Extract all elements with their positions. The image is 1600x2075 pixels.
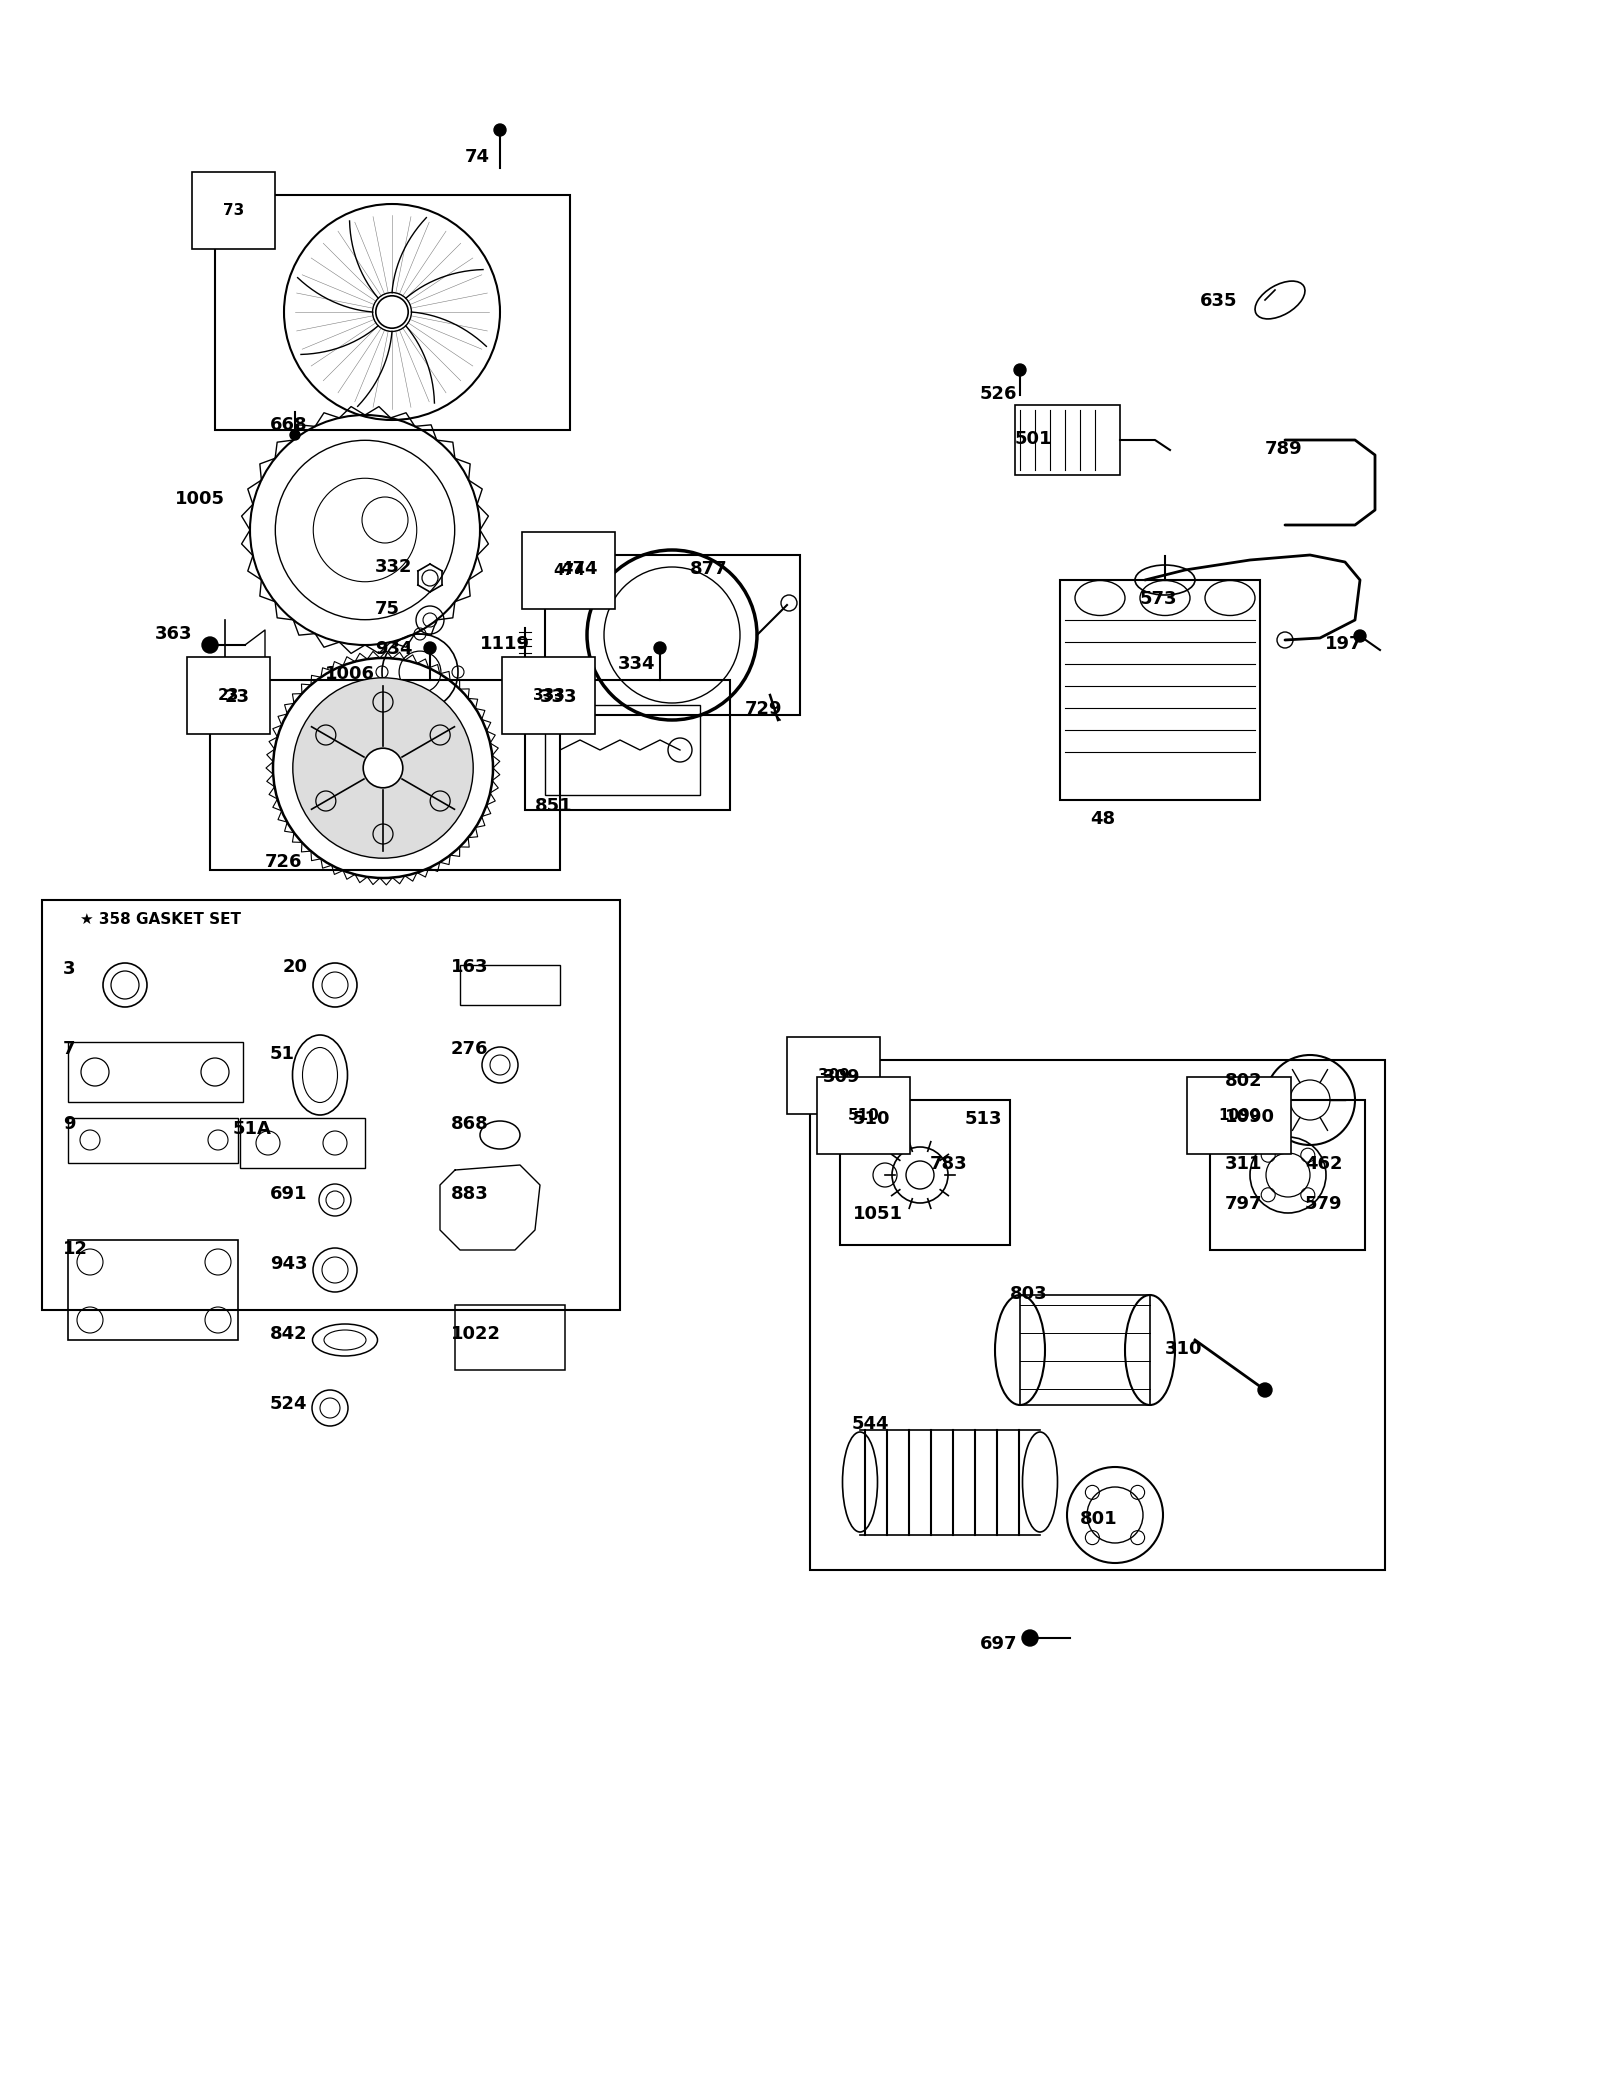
- Text: 51A: 51A: [234, 1120, 272, 1137]
- Text: 842: 842: [270, 1326, 307, 1343]
- Bar: [840, 1100, 1010, 1245]
- Bar: [546, 554, 800, 716]
- Text: 801: 801: [1080, 1511, 1118, 1527]
- Text: ★ 358 GASKET SET: ★ 358 GASKET SET: [80, 913, 242, 928]
- Text: 1005: 1005: [174, 490, 226, 508]
- Text: 333: 333: [533, 689, 565, 703]
- Text: 1119: 1119: [480, 635, 530, 654]
- Text: 311: 311: [1226, 1156, 1262, 1172]
- Text: 934: 934: [374, 639, 413, 658]
- Bar: [1059, 581, 1261, 801]
- Bar: [240, 1118, 365, 1168]
- Bar: [67, 1118, 238, 1162]
- Circle shape: [1022, 1631, 1038, 1645]
- Bar: [1210, 1100, 1365, 1249]
- Text: 163: 163: [451, 959, 488, 975]
- Text: 1051: 1051: [853, 1206, 902, 1222]
- Text: 48: 48: [1090, 809, 1115, 828]
- Text: 1006: 1006: [325, 664, 374, 683]
- Text: 23: 23: [218, 689, 240, 703]
- Text: 803: 803: [1010, 1284, 1048, 1303]
- Text: 544: 544: [851, 1415, 890, 1434]
- Text: 333: 333: [541, 689, 578, 706]
- Circle shape: [363, 749, 403, 788]
- Text: 74: 74: [466, 147, 490, 166]
- Bar: [525, 681, 730, 809]
- Text: 363: 363: [155, 625, 192, 643]
- Text: 73: 73: [222, 203, 245, 218]
- Bar: [210, 681, 560, 869]
- Bar: [461, 965, 560, 1004]
- Circle shape: [1014, 363, 1026, 376]
- Text: 789: 789: [1266, 440, 1302, 459]
- Text: 1090: 1090: [1218, 1108, 1261, 1123]
- Text: 474: 474: [560, 560, 597, 579]
- Bar: [454, 1305, 565, 1370]
- Text: 20: 20: [283, 959, 307, 975]
- Circle shape: [424, 641, 435, 654]
- Text: 1090: 1090: [1226, 1108, 1275, 1127]
- Text: 579: 579: [1306, 1195, 1342, 1214]
- Text: 668: 668: [270, 415, 307, 434]
- Circle shape: [290, 430, 301, 440]
- Text: 729: 729: [746, 699, 782, 718]
- Circle shape: [293, 679, 474, 859]
- Text: 75: 75: [374, 600, 400, 618]
- Circle shape: [1354, 631, 1366, 641]
- Text: 7: 7: [62, 1040, 75, 1058]
- Text: 510: 510: [848, 1108, 880, 1123]
- Circle shape: [376, 297, 408, 328]
- Text: 513: 513: [965, 1110, 1003, 1129]
- Text: 462: 462: [1306, 1156, 1342, 1172]
- Bar: [214, 195, 570, 430]
- Circle shape: [1258, 1384, 1272, 1396]
- Text: 334: 334: [618, 656, 656, 672]
- Text: 783: 783: [930, 1156, 968, 1172]
- Text: 276: 276: [451, 1040, 488, 1058]
- Text: 697: 697: [979, 1635, 1018, 1654]
- Bar: [67, 1042, 243, 1102]
- Text: 3: 3: [62, 961, 75, 977]
- Bar: [67, 1241, 238, 1340]
- Text: 310: 310: [1165, 1340, 1203, 1357]
- Bar: [42, 901, 621, 1309]
- Text: 309: 309: [822, 1069, 861, 1085]
- Text: 501: 501: [1014, 430, 1053, 448]
- Text: 332: 332: [374, 558, 413, 577]
- Text: 877: 877: [690, 560, 728, 579]
- Text: 524: 524: [270, 1394, 307, 1413]
- Text: 9: 9: [62, 1114, 75, 1133]
- Text: 510: 510: [853, 1110, 891, 1129]
- Text: 943: 943: [270, 1255, 307, 1272]
- Text: 691: 691: [270, 1185, 307, 1203]
- Text: 12: 12: [62, 1241, 88, 1257]
- Bar: [1021, 1295, 1150, 1405]
- Circle shape: [654, 641, 666, 654]
- Text: 23: 23: [226, 689, 250, 706]
- Bar: [546, 706, 701, 795]
- Text: 51: 51: [270, 1046, 294, 1062]
- Text: 197: 197: [1325, 635, 1363, 654]
- Bar: [1014, 405, 1120, 475]
- Text: 851: 851: [534, 797, 573, 815]
- Text: 868: 868: [451, 1114, 488, 1133]
- Text: 573: 573: [1139, 589, 1178, 608]
- Text: 1022: 1022: [451, 1326, 501, 1343]
- Text: 309: 309: [818, 1069, 850, 1083]
- Text: 635: 635: [1200, 293, 1237, 309]
- Text: 726: 726: [266, 853, 302, 872]
- Text: 526: 526: [979, 386, 1018, 403]
- Circle shape: [202, 637, 218, 654]
- Bar: [810, 1060, 1386, 1571]
- Circle shape: [494, 124, 506, 137]
- Text: 883: 883: [451, 1185, 488, 1203]
- Text: 802: 802: [1226, 1073, 1262, 1089]
- Text: 797: 797: [1226, 1195, 1262, 1214]
- Text: 474: 474: [554, 562, 586, 579]
